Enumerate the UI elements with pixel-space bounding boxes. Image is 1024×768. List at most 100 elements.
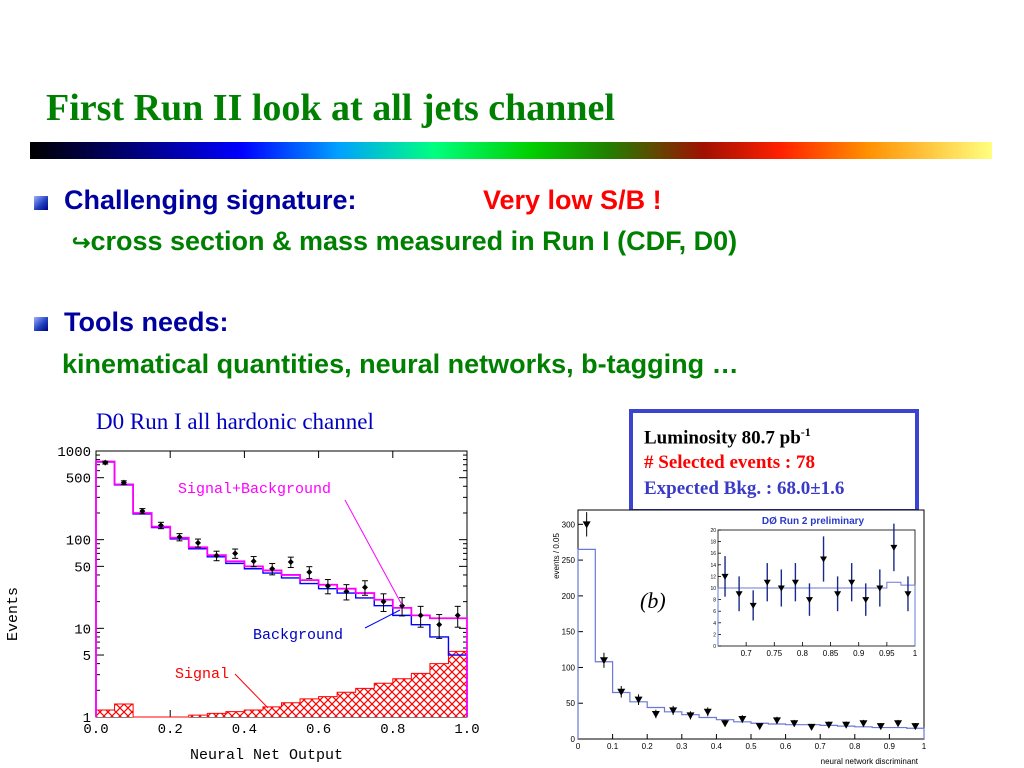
right-data-point: [669, 707, 678, 715]
expected-bkg: Expected Bkg. : 68.0±1.6: [644, 478, 845, 499]
signal-background-histogram: [95, 460, 468, 717]
data-point: [399, 602, 406, 609]
bullet-1-highlight: Very low S/B !: [483, 185, 662, 215]
inset-data-point: [735, 591, 743, 598]
right-x-axis-label: neural network discriminant: [821, 757, 919, 766]
inset-y-tick-label: 2: [713, 632, 716, 638]
signal-label: Signal: [175, 666, 229, 683]
data-point: [195, 539, 202, 546]
signal-background-pointer: [344, 499, 403, 606]
right-data-point: [876, 723, 885, 731]
panel-label: (b): [640, 588, 666, 613]
background-pointer: [364, 609, 401, 629]
right-data-point: [824, 721, 833, 729]
right-x-tick-label: 0.9: [884, 742, 896, 751]
right-data-point: [842, 721, 851, 729]
y-tick-label: 1: [83, 711, 91, 727]
inset-y-tick-label: 20: [710, 528, 716, 534]
x-tick-label: 0.4: [232, 722, 257, 738]
background-label: Background: [253, 627, 343, 644]
inset-data-point: [749, 602, 757, 609]
x-tick-label: 0.8: [380, 722, 405, 738]
right-y-tick-label: 100: [562, 663, 576, 672]
right-data-point: [738, 715, 747, 723]
right-x-tick-label: 0.5: [745, 742, 757, 751]
data-point: [287, 558, 294, 565]
bullet-2-label: Tools needs:: [64, 307, 229, 337]
inset-chart: DØ Run 2 preliminary 0.7 0.75 0.8 0.85 0.9 0.…: [710, 516, 917, 658]
inset-data-point: [876, 585, 884, 592]
inset-y-tick-label: 4: [713, 621, 716, 627]
inset-y-tick-label: 10: [710, 586, 716, 592]
inset-data-point: [721, 573, 729, 580]
right-y-tick-label: 150: [562, 628, 576, 637]
arrow-icon: ↪: [72, 230, 91, 255]
bullet-1-subline: ↪cross section & mass measured in Run I …: [72, 226, 737, 257]
right-data-point: [599, 657, 608, 665]
right-data-point: [634, 696, 643, 704]
y-tick-label: 100: [66, 534, 91, 550]
data-point: [102, 459, 109, 466]
x-tick-label: 0.6: [306, 722, 331, 738]
right-x-tick-label: 0.8: [849, 742, 861, 751]
slide-title: First Run II look at all jets channel: [46, 87, 615, 129]
inset-x-tick-label: 0.75: [766, 649, 782, 658]
data-point: [436, 621, 443, 628]
right-x-tick-label: 0: [576, 742, 581, 751]
data-point: [380, 598, 387, 605]
signal-histogram: [95, 650, 468, 718]
inset-data-point: [834, 591, 842, 598]
data-point: [417, 612, 424, 619]
info-box: Luminosity 80.7 pb-1 # Selected events :…: [629, 409, 919, 513]
right-y-tick-label: 200: [562, 592, 576, 601]
right-data-point: [617, 688, 626, 696]
x-tick-label: 1.0: [454, 722, 479, 738]
data-point: [324, 583, 331, 590]
inset-data-point: [848, 579, 856, 586]
inset-data-point: [763, 579, 771, 586]
y-tick-label: 500: [66, 472, 91, 488]
bullet-square-icon: [34, 317, 48, 331]
inset-data-point: [890, 544, 898, 551]
luminosity-text: Luminosity 80.7 pb: [644, 427, 801, 449]
x-tick-label: 0.2: [158, 722, 183, 738]
inset-title: DØ Run 2 preliminary: [762, 516, 865, 527]
data-point: [454, 612, 461, 619]
luminosity-line: Luminosity 80.7 pb-1: [644, 425, 811, 449]
right-data-point: [651, 710, 660, 718]
right-y-tick-label: 50: [566, 699, 575, 708]
right-data-point: [582, 521, 591, 529]
data-point: [120, 479, 127, 486]
inset-y-tick-label: 8: [713, 598, 716, 604]
inset-data-point: [805, 597, 813, 604]
right-data-point: [859, 720, 868, 728]
right-data-point: [721, 720, 730, 728]
right-y-tick-label: 250: [562, 556, 576, 565]
right-x-tick-label: 0.7: [815, 742, 827, 751]
y-tick-label: 50: [74, 560, 91, 576]
bullet-2-sub-text: kinematical quantities, neural networks,…: [62, 349, 739, 379]
inset-y-tick-label: 12: [710, 574, 716, 580]
data-point: [213, 552, 220, 559]
luminosity-sup: -1: [800, 425, 811, 439]
data-point: [361, 584, 368, 591]
y-tick-label: 1000: [57, 445, 91, 461]
inset-data-point: [791, 579, 799, 586]
inset-data-point: [862, 597, 870, 604]
right-data-point: [911, 723, 920, 731]
y-tick-label: 5: [83, 649, 91, 665]
right-data-point: [703, 708, 712, 716]
inset-x-tick-label: 0.85: [823, 649, 839, 658]
inset-data-point: [904, 591, 912, 598]
bullet-square-icon: [34, 196, 48, 210]
right-data-point: [894, 720, 903, 728]
right-x-tick-label: 0.1: [607, 742, 619, 751]
right-data-point: [772, 717, 781, 725]
data-point: [139, 508, 146, 515]
inset-y-tick-label: 14: [710, 563, 716, 569]
right-x-tick-label: 0.4: [711, 742, 723, 751]
y-tick-label: 10: [74, 622, 91, 638]
rainbow-divider: [30, 142, 992, 159]
selected-events: # Selected events : 78: [644, 452, 815, 473]
data-point: [269, 565, 276, 572]
